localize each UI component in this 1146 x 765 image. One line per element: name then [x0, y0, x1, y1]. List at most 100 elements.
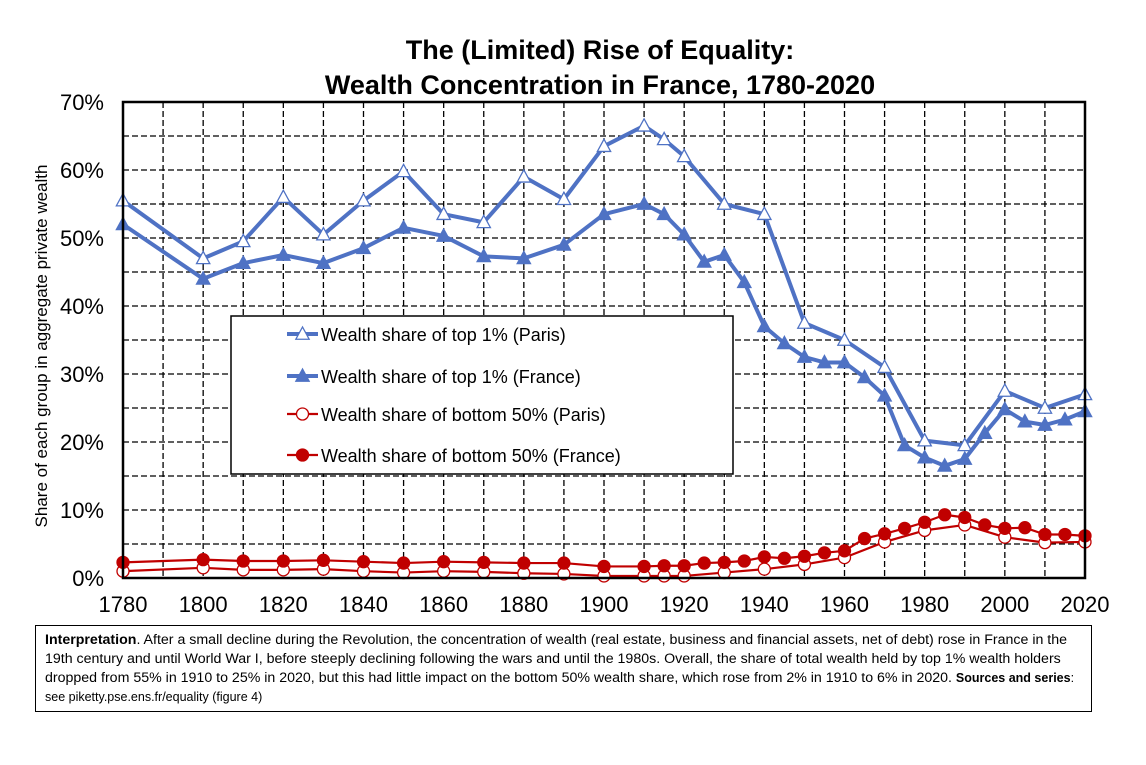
data-point-bottom50-france: [918, 515, 932, 529]
x-axis-ticks: 1780 1800 1820 1840 1860 1880 1900 1920 1940 1960…: [99, 592, 1110, 617]
data-point-bottom50-france: [857, 531, 872, 546]
data-point-top1-paris: [676, 148, 692, 163]
series-top1-france: [115, 195, 1093, 472]
data-point-top1-paris: [476, 213, 492, 229]
data-point-top1-paris: [636, 117, 652, 132]
data-point-top1-france: [235, 254, 251, 270]
data-point-top1-france: [716, 246, 732, 261]
y-tick-label: 70%: [60, 90, 104, 115]
data-point-top1-france: [896, 437, 913, 452]
data-point-bottom50-france: [817, 546, 832, 560]
data-point-bottom50-france: [737, 554, 751, 568]
data-point-top1-paris: [796, 314, 813, 329]
data-point-top1-france: [916, 449, 933, 464]
data-point-top1-paris: [916, 432, 933, 447]
data-point-top1-france: [936, 457, 953, 472]
series-bottom50-france: [116, 508, 1092, 574]
data-point-bottom50-france: [356, 555, 371, 569]
data-point-top1-paris: [556, 190, 572, 206]
data-point-bottom50-france: [998, 521, 1012, 536]
data-point-top1-paris: [435, 205, 452, 221]
data-point-bottom50-france: [837, 544, 852, 558]
data-point-bottom50-france: [677, 559, 691, 573]
data-point-top1-paris: [315, 226, 332, 241]
data-point-bottom50-france: [437, 555, 451, 569]
data-point-top1-france: [275, 246, 292, 261]
data-point-top1-paris: [596, 137, 612, 153]
data-point-bottom50-france: [938, 508, 952, 522]
data-point-top1-france: [776, 335, 793, 350]
data-point-bottom50-france: [276, 554, 290, 568]
data-point-top1-paris: [836, 331, 853, 346]
data-point-bottom50-france: [877, 527, 892, 541]
data-point-bottom50-france: [1018, 521, 1032, 535]
series-layer: [115, 117, 1093, 583]
legend-marker-top1-paris: [294, 325, 311, 340]
y-tick-label: 50%: [60, 226, 104, 251]
data-point-top1-france: [977, 424, 993, 440]
data-point-bottom50-france: [236, 554, 250, 568]
data-point-bottom50-france: [897, 521, 912, 536]
data-point-top1-france: [876, 387, 893, 402]
data-point-top1-france: [596, 205, 612, 221]
y-tick-label: 30%: [60, 362, 104, 387]
data-point-top1-paris: [275, 188, 292, 204]
x-tick-label: 1800: [179, 592, 228, 617]
data-point-bottom50-france: [958, 510, 972, 525]
note-body: . After a small decline during the Revol…: [45, 632, 1068, 686]
data-point-top1-paris: [756, 205, 773, 221]
y-tick-label: 20%: [60, 430, 104, 455]
note-lead: Interpretation: [45, 632, 137, 648]
data-point-top1-france: [856, 369, 873, 384]
x-tick-label: 2000: [980, 592, 1029, 617]
data-point-bottom50-france: [637, 559, 651, 574]
data-point-bottom50-france: [978, 518, 992, 532]
data-point-top1-france: [796, 348, 813, 363]
data-point-top1-paris: [516, 168, 532, 183]
data-point-top1-france: [756, 318, 773, 333]
data-point-top1-paris: [355, 192, 372, 207]
data-point-top1-france: [195, 270, 211, 285]
x-tick-label: 1840: [339, 592, 388, 617]
data-point-top1-france: [476, 247, 492, 263]
data-point-bottom50-france: [757, 550, 771, 564]
data-point-top1-france: [736, 273, 753, 289]
x-tick-label: 1820: [259, 592, 308, 617]
x-tick-label: 1860: [419, 592, 468, 617]
data-point-top1-france: [676, 226, 692, 241]
data-point-top1-france: [1037, 416, 1053, 431]
data-point-bottom50-france: [557, 556, 571, 570]
data-point-top1-paris: [395, 162, 412, 178]
x-tick-label: 1780: [99, 592, 148, 617]
data-point-top1-france: [836, 354, 853, 369]
series-line-bottom50-france: [122, 513, 1086, 568]
data-point-top1-france: [997, 400, 1013, 416]
data-point-top1-france: [516, 250, 532, 265]
data-point-bottom50-france: [657, 559, 671, 573]
data-point-top1-france: [1017, 413, 1033, 428]
plot-frame: [121, 100, 1087, 580]
data-point-bottom50-france: [1058, 527, 1072, 542]
data-point-bottom50-france: [797, 549, 812, 563]
legend-label-bottom50-france: Wealth share of bottom 50% (France): [321, 446, 621, 466]
y-axis-ticks: 0% 10% 20% 30% 40% 50% 60% 70%: [60, 90, 104, 591]
data-point-top1-france: [435, 227, 452, 242]
data-point-top1-france: [656, 205, 672, 221]
y-tick-label: 60%: [60, 158, 104, 183]
data-point-top1-france: [315, 254, 332, 270]
data-point-bottom50-france: [396, 556, 411, 570]
legend-label-top1-france: Wealth share of top 1% (France): [321, 367, 581, 387]
chart: The (Limited) Rise of Equality: Wealth C…: [32, 35, 1110, 617]
chart-title-line-2: Wealth Concentration in France, 1780-202…: [325, 70, 875, 100]
data-point-top1-france: [957, 450, 973, 465]
legend-label-bottom50-paris: Wealth share of bottom 50% (Paris): [321, 405, 606, 425]
y-axis-label: Share of each group in aggregate private…: [32, 165, 51, 528]
data-point-bottom50-paris: [757, 562, 771, 576]
legend-marker-bottom50-france: [295, 448, 310, 462]
x-tick-label: 1940: [740, 592, 789, 617]
data-point-top1-paris: [1037, 399, 1053, 414]
data-point-bottom50-france: [517, 556, 531, 570]
data-point-top1-france: [395, 219, 412, 234]
data-point-top1-paris: [235, 233, 251, 248]
data-point-top1-paris: [716, 195, 732, 210]
